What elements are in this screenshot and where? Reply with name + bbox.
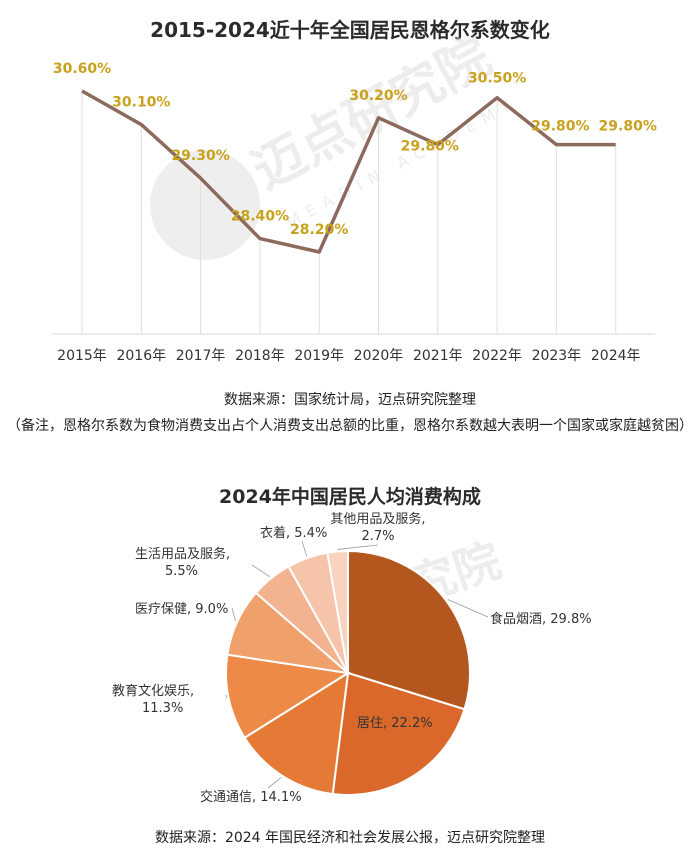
data-label: 29.80% [531,119,589,135]
x-tick-label: 2024年 [591,348,641,364]
pie-slice [243,671,350,796]
pie-slice-label: 其他用品及服务, [330,511,425,527]
pie-slice-label: 11.3% [142,701,183,716]
line-chart-source: 数据来源：国家统计局，迈点研究院整理 [224,392,476,408]
data-label: 30.20% [349,88,407,104]
data-label: 30.10% [112,95,170,111]
series-line [81,89,616,254]
pie-slice [326,549,349,674]
pie-slice [347,549,471,711]
pie-slice-label: 医疗保健, 9.0% [135,602,228,617]
pie-slice-label: 生活用品及服务, [135,546,230,562]
pie-chart: 迈点研究院食品烟酒, 29.8%居住, 22.2%交通通信, 14.1%教育文化… [112,511,592,805]
x-tick-label: 2017年 [176,348,226,364]
pie-slice [225,653,351,740]
data-label: 28.20% [290,222,348,238]
pie-slice-label: 食品烟酒, 29.8% [490,611,592,627]
pie-slice-label: 居住, 22.2% [357,716,433,731]
x-tick-label: 2016年 [116,348,166,364]
pie-slice-label: 2.7% [361,529,394,544]
leader-line [251,564,271,578]
leader-line [267,777,282,789]
leader-line [225,694,227,699]
data-label: 28.40% [231,209,289,225]
x-tick-label: 2022年 [472,348,522,364]
x-tick-label: 2021年 [413,348,463,364]
data-label: 30.50% [468,71,526,87]
x-tick-label: 2019年 [294,348,344,364]
x-tick-label: 2015年 [57,348,107,364]
data-label: 29.80% [401,139,459,155]
pie-chart-source: 数据来源：2024 年国民经济和社会发展公报，迈点研究院整理 [154,830,546,846]
data-label: 30.60% [53,61,111,77]
x-tick-label: 2023年 [532,348,582,364]
leader-line [337,544,379,550]
pie-slice-label: 交通通信, 14.1% [200,789,302,805]
line-chart-note: （备注，恩格尔系数为食物消费支出占个人消费支出总额的比重，恩格尔系数越大表明一个… [7,418,693,434]
x-tick-label: 2020年 [354,348,404,364]
pie-chart-title: 2024年中国居民人均消费构成 [219,486,481,508]
x-tick-label: 2018年 [235,348,285,364]
data-label: 29.30% [171,148,229,164]
pie-slice-label: 5.5% [165,564,198,579]
pie-slice-label: 教育文化娱乐, [112,683,194,699]
leader-line [447,599,489,618]
pie-slice-label: 衣着, 5.4% [260,525,327,541]
leader-line [301,540,308,557]
line-chart-title: 2015-2024近十年全国居民恩格尔系数变化 [150,18,550,42]
data-label: 29.80% [599,119,657,135]
leader-line [231,607,236,622]
pie-slice [331,671,466,796]
